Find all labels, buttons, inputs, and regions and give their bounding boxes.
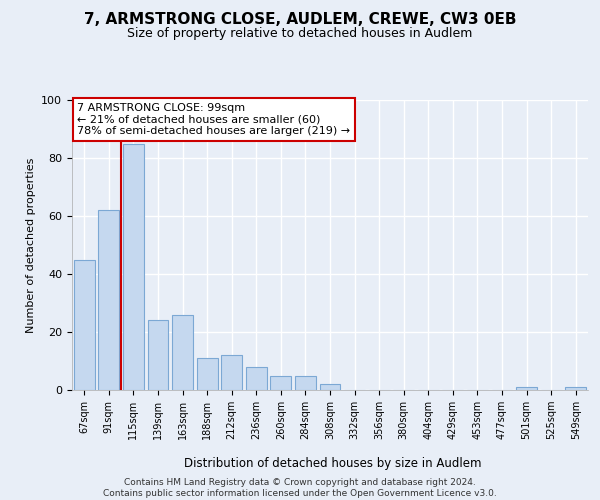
Text: Contains HM Land Registry data © Crown copyright and database right 2024.
Contai: Contains HM Land Registry data © Crown c…: [103, 478, 497, 498]
Bar: [123, 144, 144, 390]
Bar: [271, 376, 292, 390]
Bar: [74, 260, 95, 390]
Y-axis label: Number of detached properties: Number of detached properties: [26, 158, 36, 332]
Bar: [172, 314, 193, 390]
Bar: [516, 387, 537, 390]
Text: 7 ARMSTRONG CLOSE: 99sqm
← 21% of detached houses are smaller (60)
78% of semi-d: 7 ARMSTRONG CLOSE: 99sqm ← 21% of detach…: [77, 103, 350, 136]
Text: 7, ARMSTRONG CLOSE, AUDLEM, CREWE, CW3 0EB: 7, ARMSTRONG CLOSE, AUDLEM, CREWE, CW3 0…: [84, 12, 516, 28]
Bar: [295, 376, 316, 390]
Text: Size of property relative to detached houses in Audlem: Size of property relative to detached ho…: [127, 28, 473, 40]
Bar: [148, 320, 169, 390]
Text: Distribution of detached houses by size in Audlem: Distribution of detached houses by size …: [184, 458, 482, 470]
Bar: [197, 358, 218, 390]
Bar: [246, 367, 267, 390]
Bar: [221, 355, 242, 390]
Bar: [98, 210, 119, 390]
Bar: [320, 384, 340, 390]
Bar: [565, 387, 586, 390]
